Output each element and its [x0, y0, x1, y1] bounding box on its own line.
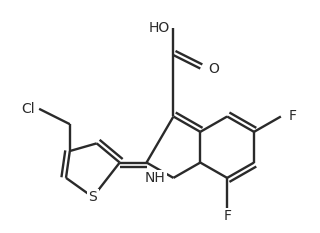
Text: O: O	[208, 62, 219, 75]
Text: S: S	[88, 190, 97, 204]
Text: F: F	[289, 110, 297, 123]
Text: F: F	[223, 209, 231, 223]
Text: Cl: Cl	[22, 102, 35, 116]
Text: HO: HO	[148, 21, 170, 35]
Text: NH: NH	[145, 171, 166, 185]
